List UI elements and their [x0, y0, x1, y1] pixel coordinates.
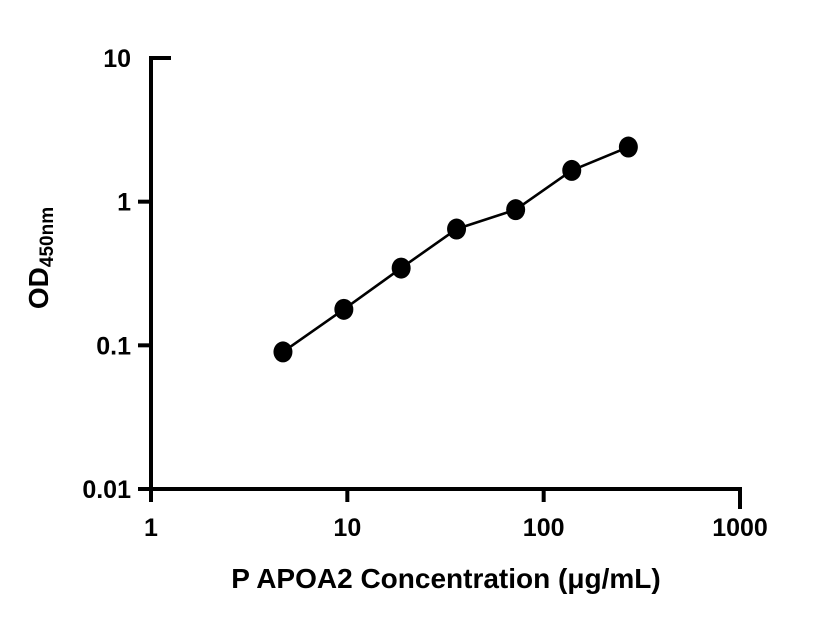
data-point-marker [447, 218, 467, 240]
x-tick-label: 1000 [712, 514, 768, 542]
y-axis-title-main: OD [23, 267, 54, 309]
x-axis-title-main: P APOA2 Concentration ( [231, 563, 568, 594]
data-point-marker [334, 298, 354, 320]
y-tick-label: 0.1 [96, 332, 131, 360]
x-axis-title-unit: μg/mL) [567, 563, 660, 594]
x-axis-ticks [149, 489, 546, 502]
x-tick-label: 1 [144, 514, 158, 542]
y-axis-title-subscript: 450nm [37, 207, 58, 267]
data-point-marker [506, 199, 526, 221]
y-axis-line [149, 56, 171, 491]
x-tick-label: 10 [333, 514, 361, 542]
x-axis-title: P APOA2 Concentration (μg/mL) [231, 563, 660, 594]
y-axis-tick-labels: 0.01 0.1 1 10 [82, 45, 131, 504]
y-tick-label: 10 [103, 45, 131, 73]
data-point-marker [391, 257, 411, 279]
y-tick-label: 0.01 [82, 476, 131, 504]
y-axis-title: OD450nm [23, 207, 58, 309]
x-tick-label: 100 [523, 514, 565, 542]
data-point-marker [562, 159, 582, 181]
series-markers [273, 136, 638, 363]
x-axis-line [149, 487, 742, 509]
y-axis-ticks [138, 199, 151, 491]
data-point-marker [273, 341, 293, 363]
data-point-marker [618, 136, 638, 158]
x-axis-tick-labels: 1 10 100 1000 [144, 514, 768, 542]
y-tick-label: 1 [117, 189, 131, 217]
axes-group [149, 56, 742, 509]
